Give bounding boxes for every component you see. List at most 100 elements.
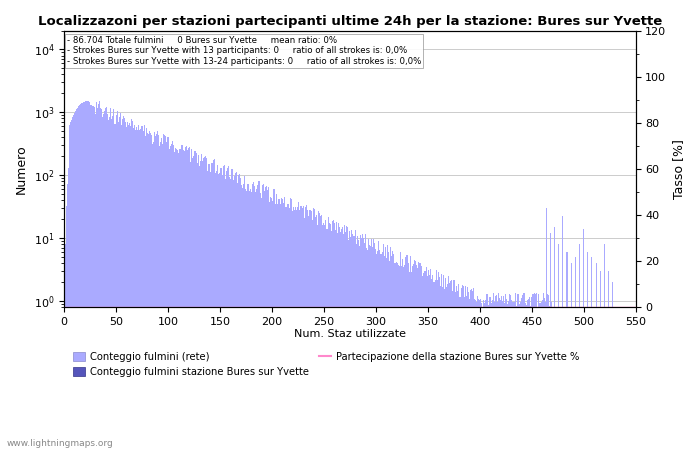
Bar — [187, 149, 188, 450]
Bar — [447, 284, 448, 450]
Bar — [311, 212, 312, 450]
Bar — [101, 109, 102, 450]
Bar — [516, 306, 517, 450]
Bar — [634, 307, 635, 450]
Bar — [88, 102, 90, 450]
Bar — [431, 279, 433, 450]
Bar — [635, 307, 636, 450]
Bar — [309, 210, 310, 450]
Bar — [118, 117, 120, 450]
Bar — [186, 146, 187, 450]
Bar — [304, 207, 306, 450]
Bar — [398, 266, 399, 450]
Bar — [367, 250, 368, 450]
Bar — [521, 298, 522, 450]
Bar — [425, 271, 426, 450]
Bar — [366, 248, 367, 450]
Bar — [212, 163, 214, 450]
Bar — [191, 149, 193, 450]
Bar — [477, 296, 478, 450]
Bar — [389, 261, 390, 450]
Bar — [179, 149, 180, 450]
Bar — [382, 252, 383, 450]
Bar — [566, 252, 568, 450]
Bar — [228, 166, 229, 450]
Bar — [75, 111, 76, 450]
Bar — [221, 175, 223, 450]
Bar — [457, 291, 458, 450]
Bar — [615, 307, 617, 450]
Bar — [147, 133, 148, 450]
Bar — [139, 130, 141, 450]
Bar — [582, 307, 583, 450]
Bar — [456, 286, 457, 450]
Bar — [476, 302, 477, 450]
Bar — [576, 307, 577, 450]
Bar — [167, 137, 169, 450]
Bar — [381, 254, 382, 450]
Bar — [80, 104, 81, 450]
Bar — [126, 126, 127, 450]
Bar — [71, 120, 72, 450]
Bar — [379, 250, 381, 450]
Bar — [504, 303, 505, 450]
Bar — [532, 294, 533, 450]
Bar — [346, 226, 347, 450]
Bar — [417, 268, 418, 450]
Bar — [94, 107, 95, 450]
Bar — [151, 135, 152, 450]
Bar — [392, 251, 393, 450]
Bar — [144, 125, 145, 450]
Bar — [469, 298, 470, 450]
Bar — [210, 171, 211, 450]
Bar — [461, 285, 463, 450]
Bar — [484, 303, 485, 450]
Bar — [169, 146, 171, 450]
Bar — [148, 134, 149, 450]
Bar — [555, 307, 556, 450]
Bar — [390, 247, 391, 450]
Bar — [437, 279, 438, 450]
Bar — [246, 191, 248, 450]
Bar — [317, 225, 318, 450]
Bar — [581, 307, 582, 450]
Bar — [629, 307, 630, 450]
Bar — [610, 307, 611, 450]
Bar — [564, 307, 566, 450]
Bar — [631, 307, 632, 450]
Bar — [290, 198, 291, 450]
Bar — [219, 173, 220, 450]
Bar — [442, 287, 443, 450]
Bar — [225, 171, 227, 450]
Bar — [323, 223, 324, 450]
Bar — [467, 287, 468, 450]
Bar — [262, 185, 263, 450]
Bar — [189, 147, 190, 450]
Bar — [414, 260, 415, 450]
Bar — [474, 299, 475, 450]
Bar — [498, 293, 499, 450]
Bar — [288, 204, 289, 450]
Bar — [64, 244, 66, 450]
Bar — [184, 151, 185, 450]
Bar — [282, 199, 283, 450]
Bar — [83, 102, 84, 450]
Bar — [274, 204, 276, 450]
Bar — [300, 207, 302, 450]
Bar — [265, 187, 266, 450]
Bar — [241, 185, 242, 450]
Bar — [190, 162, 191, 450]
Bar — [499, 297, 500, 450]
Bar — [272, 201, 274, 450]
Bar — [218, 174, 219, 450]
Bar — [530, 306, 531, 450]
Bar — [524, 293, 525, 450]
Bar — [242, 188, 244, 450]
Bar — [519, 302, 521, 450]
Bar — [85, 101, 86, 450]
Bar — [533, 294, 534, 450]
Bar — [538, 294, 540, 450]
Bar — [259, 181, 260, 450]
Bar — [237, 183, 238, 450]
Bar — [405, 257, 407, 450]
